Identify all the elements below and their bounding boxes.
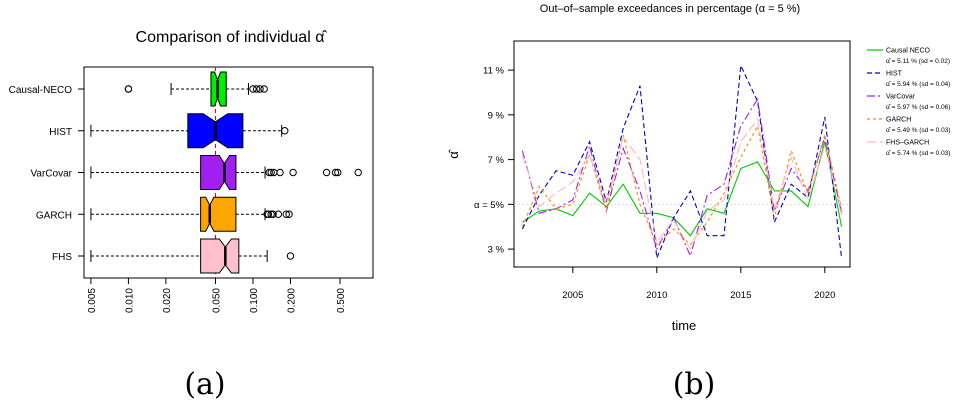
outlier-point [285, 210, 293, 218]
y-tick-label: 11 % [483, 66, 505, 77]
outlier-point [252, 85, 261, 93]
outlier-point [331, 168, 340, 177]
x-tick-label: 0.020 [162, 288, 173, 313]
legend-series-name: VarCovar [886, 94, 916, 101]
legend-series-stat: α̂ = 5.11 % (sd = 0.02) [886, 58, 950, 65]
x-tick-label: 2005 [562, 290, 583, 301]
x-tick-label: 0.200 [286, 288, 297, 313]
outlier-point [282, 210, 290, 218]
outlier-point [334, 168, 342, 177]
legend-series-stat: α̂ = 5.94 % (sd = 0.04) [886, 81, 950, 88]
boxplot-causal-neco [124, 71, 268, 107]
x-tick-label: 2020 [814, 290, 835, 301]
x-tick-label: 2010 [646, 290, 667, 301]
boxplot-garch [90, 196, 293, 232]
category-label: GARCH [36, 210, 72, 221]
outlier-point [260, 85, 268, 93]
linechart-title: Out–of–sample exceedances in percentage … [540, 3, 800, 15]
series-line-fhs-garch [521, 117, 843, 251]
outlier-point [281, 127, 289, 135]
boxplot-title: Comparison of individual α̂ [136, 29, 328, 46]
caption-a: (a) [184, 367, 225, 402]
legend-series-stat: α̂ = 5.74 % (sd = 0.03) [886, 150, 950, 157]
series-line-causal-neco [522, 141, 843, 237]
y-tick-label: α = 5% [474, 200, 505, 211]
outlier-point [265, 168, 273, 177]
outlier-point [256, 85, 264, 93]
category-label: Causal-NECO [9, 85, 73, 96]
linechart-x-axis-label: time [672, 318, 697, 333]
category-label: FHS [52, 252, 72, 263]
outlier-point [274, 210, 283, 218]
outlier-point [269, 210, 277, 218]
x-tick-label: 2015 [730, 290, 751, 301]
series-line-hist [521, 63, 843, 259]
outlier-point [124, 85, 133, 93]
box [200, 196, 237, 232]
outlier-point [289, 168, 297, 177]
box [200, 155, 237, 190]
legend-series-name: Causal NECO [886, 48, 931, 55]
y-tick-label: 9 % [488, 110, 505, 121]
x-tick-label: 0.100 [249, 288, 260, 313]
outlier-point [322, 168, 331, 177]
legend-series-name: GARCH [886, 117, 911, 124]
outlier-point [276, 168, 284, 177]
boxplot-varcovar [90, 155, 362, 190]
legend-series-name: HIST [886, 71, 903, 78]
x-tick-label: 0.050 [211, 288, 222, 313]
outlier-point [354, 168, 362, 177]
x-tick-label: 0.005 [87, 288, 98, 313]
outlier-point [267, 168, 275, 177]
series-line-garch [521, 124, 843, 246]
panel-a-boxplot: Comparison of individual α̂ Causal-NECO H… [9, 29, 374, 313]
boxplot-hist [90, 113, 289, 149]
boxplot-fhs [90, 238, 295, 274]
x-tick-label: 0.500 [336, 288, 347, 313]
outlier-point [286, 252, 295, 260]
x-tick-label: 0.010 [124, 288, 135, 313]
box [200, 238, 240, 274]
outlier-point [264, 210, 273, 218]
category-label: VarCovar [31, 169, 73, 180]
legend-series-stat: α̂ = 5.97 % (sd = 0.06) [886, 104, 950, 111]
caption-b: (b) [673, 367, 716, 402]
series-line-varcovar [521, 97, 843, 258]
linechart-y-axis-label: α̂ [446, 148, 461, 159]
y-tick-label: 3 % [488, 245, 505, 256]
outlier-point [267, 210, 275, 218]
panel-b-linechart: Out–of–sample exceedances in percentage … [446, 3, 950, 333]
category-label: HIST [49, 127, 72, 138]
legend-series-name: FHS–GARCH [886, 140, 929, 147]
legend-series-stat: α̂ = 5.49 % (sd = 0.03) [886, 127, 950, 134]
outlier-point [249, 85, 257, 93]
y-tick-label: 7 % [488, 155, 505, 166]
linechart-frame [513, 40, 851, 268]
